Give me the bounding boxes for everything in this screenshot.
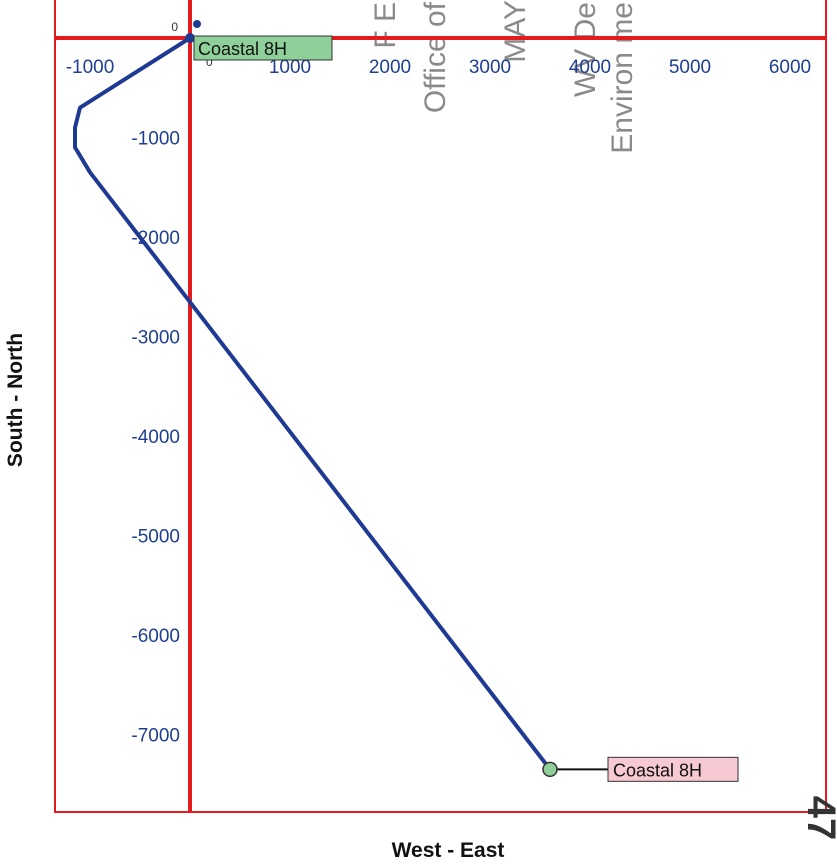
- x-axis-title: West - East: [392, 839, 505, 862]
- x-tick-label: -1000: [66, 57, 115, 78]
- y-tick-label: -5000: [131, 527, 180, 548]
- stamp-fragment: 0: [206, 55, 213, 69]
- x-tick-labels: -1000 1000 2000 3000 4000 5000 6000: [66, 57, 811, 78]
- x-tick-label: 6000: [769, 57, 811, 78]
- x-tick-label: 1000: [269, 57, 311, 78]
- annotation-box-start: [193, 35, 333, 61]
- y-axis-title: South - North: [4, 333, 27, 467]
- x-tick-label: 5000: [669, 57, 711, 78]
- handwritten-mark: 47: [799, 796, 837, 841]
- plot-frame: [54, 0, 827, 813]
- surface-marker-secondary: [193, 20, 201, 28]
- annotation-label-start: Coastal 8H: [198, 39, 287, 59]
- stamp-text: Office of: [419, 1, 452, 113]
- y-tick-label: -3000: [131, 328, 180, 349]
- plot-border: [54, 0, 827, 813]
- stamp-text: Environ me: [606, 2, 639, 154]
- y-tick-label: -6000: [131, 626, 180, 647]
- y-tick-label: -1000: [131, 129, 180, 150]
- annotations: Coastal 8H Coastal 8H 47: [193, 35, 837, 841]
- annotation-label-end: Coastal 8H: [613, 760, 702, 780]
- x-tick-label: 3000: [469, 57, 511, 78]
- received-stamp: F E Office of MAY WV De Environ me 0: [206, 0, 639, 154]
- reference-lines: [55, 0, 826, 812]
- stamp-text: WV De: [569, 2, 602, 97]
- well-path-series: [73, 36, 552, 772]
- annotation-box-end: [607, 756, 739, 782]
- y-tick-label: -7000: [131, 726, 180, 747]
- x-tick-label: 2000: [369, 57, 411, 78]
- origin-label: 0: [171, 20, 178, 34]
- stamp-text: MAY: [499, 0, 532, 63]
- series-layer: [73, 20, 552, 772]
- end-marker: [542, 761, 558, 778]
- y-tick-label: -4000: [131, 427, 180, 448]
- surface-marker: [185, 33, 195, 43]
- stamp-text: F E: [369, 2, 402, 49]
- x-tick-label: 4000: [569, 57, 611, 78]
